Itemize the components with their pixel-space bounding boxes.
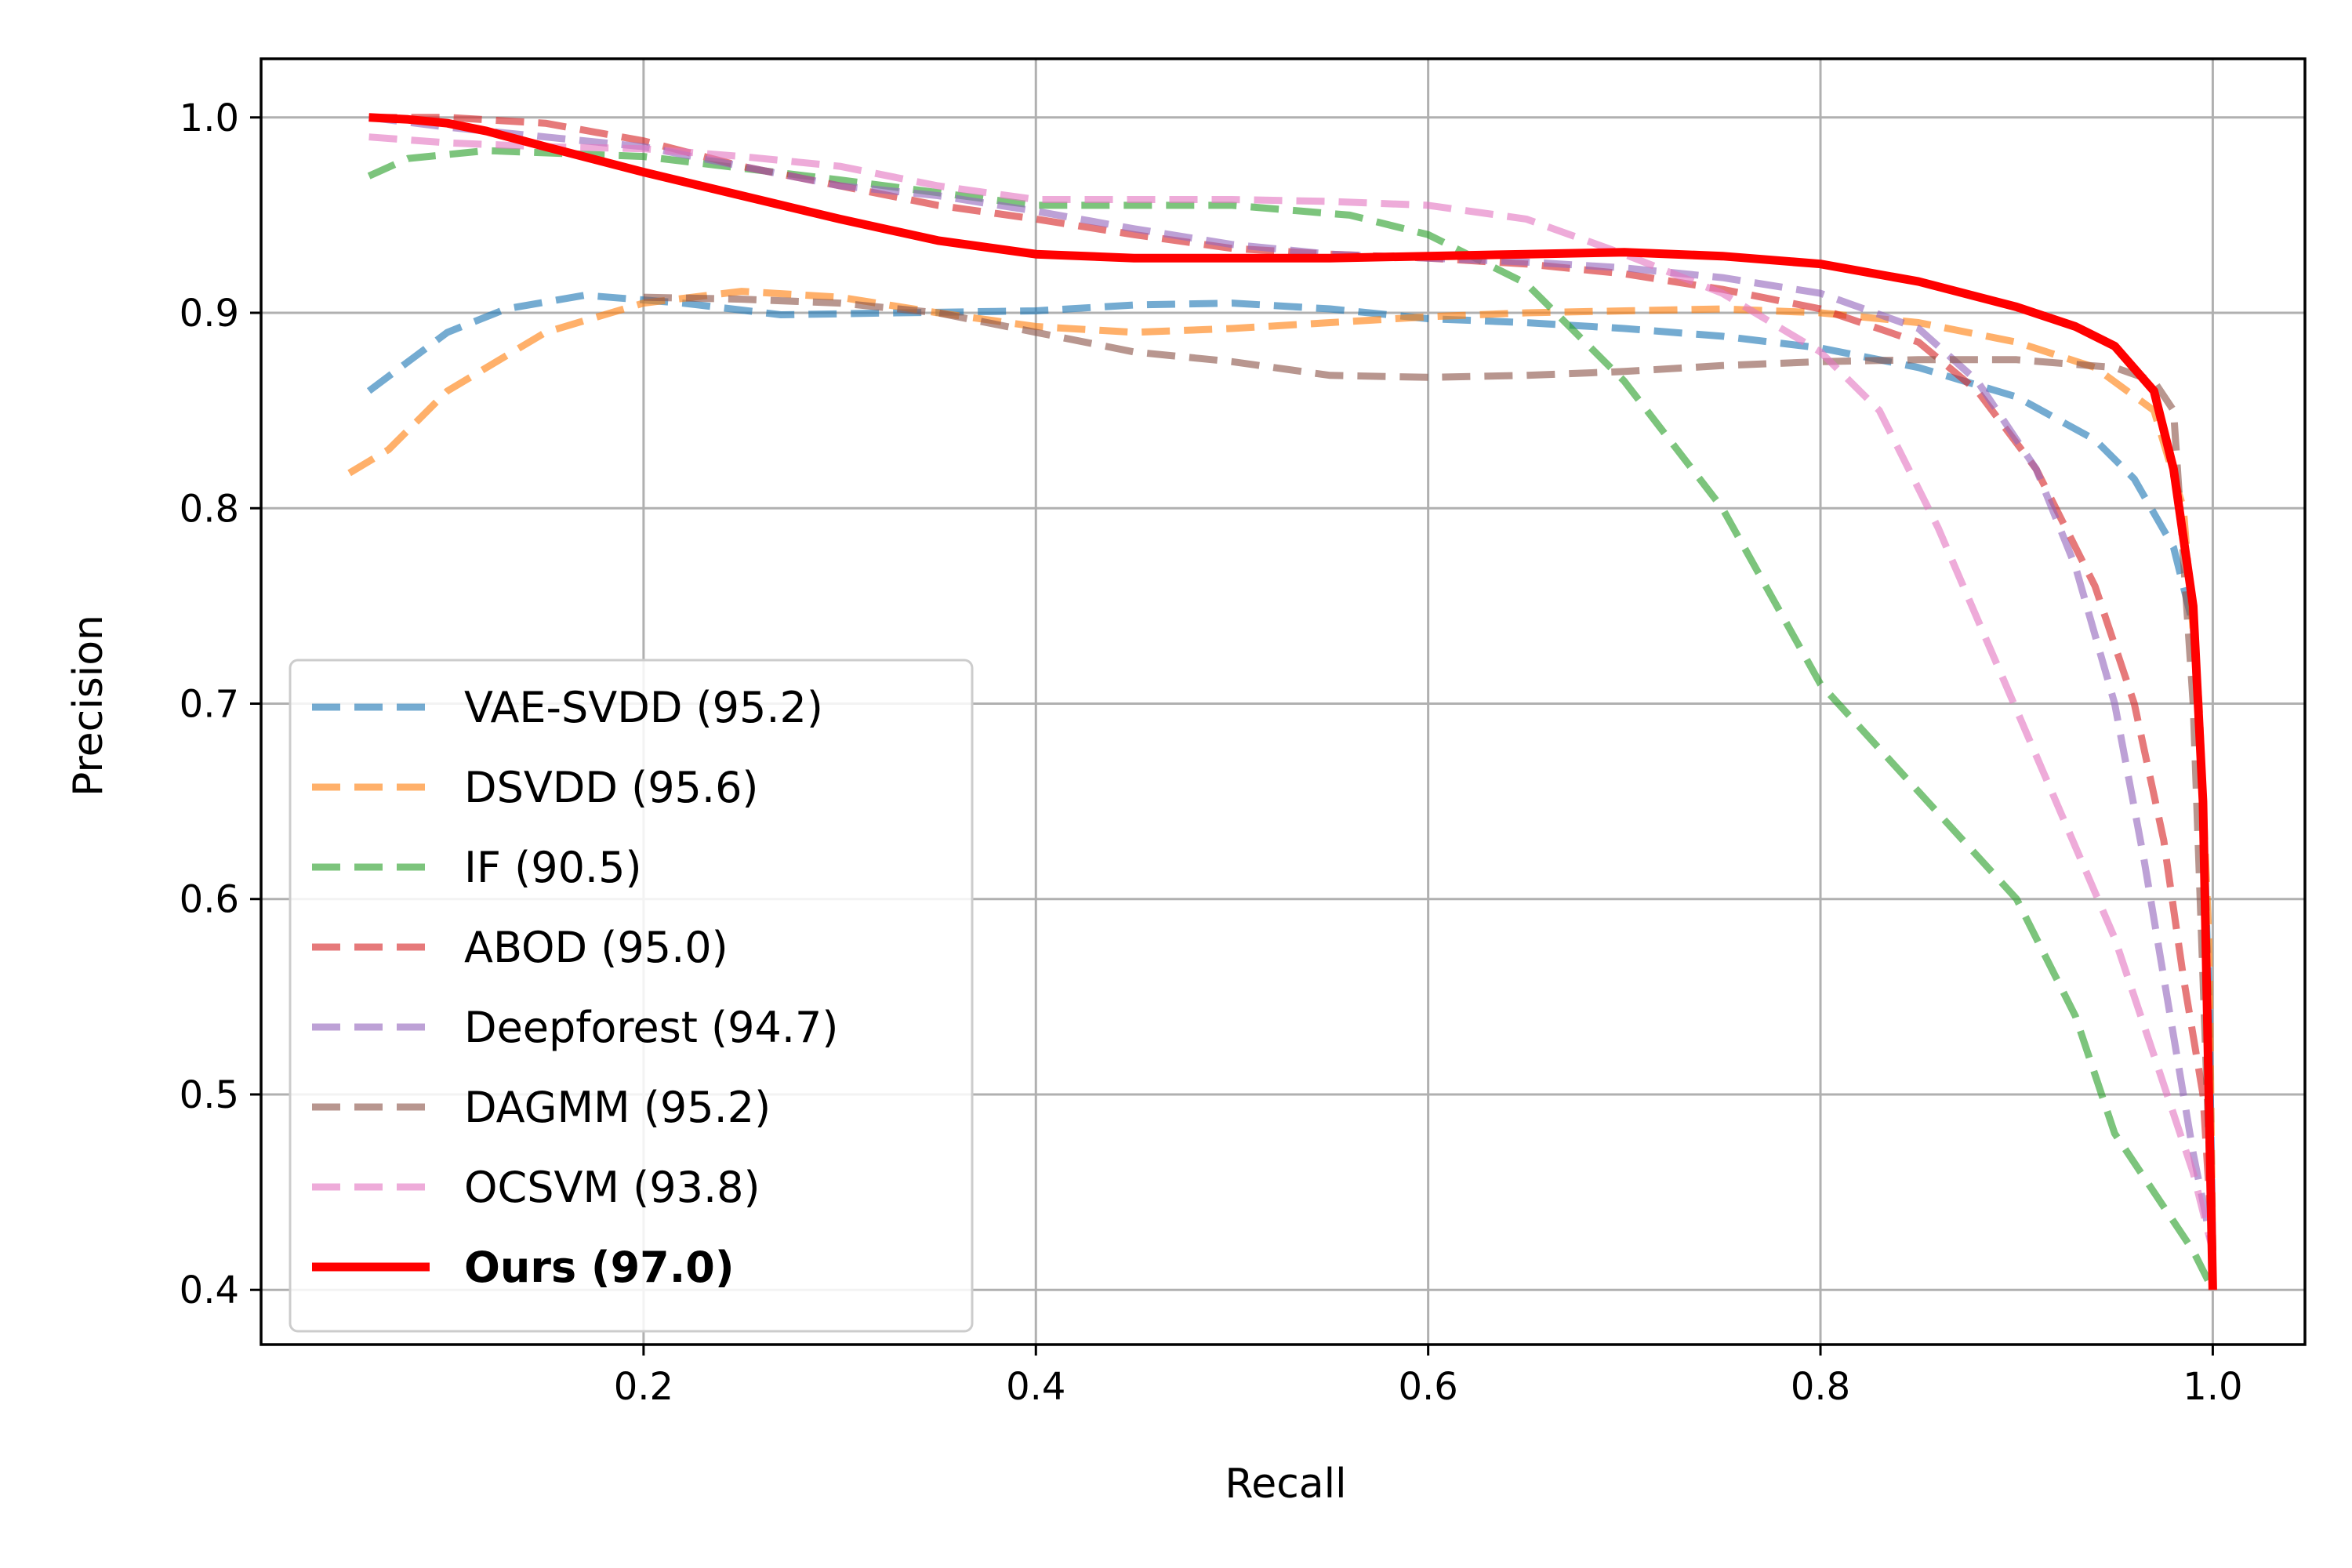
legend-label-4: Deepforest (94.7): [464, 1003, 838, 1052]
series-line-2: [367, 147, 2216, 1292]
y-tick-label: 0.5: [180, 1073, 239, 1117]
series-line-5: [643, 293, 2216, 1251]
series-group: [347, 113, 2217, 1292]
legend-label-1: DSVDD (95.6): [464, 763, 759, 812]
plot-area: [347, 113, 2217, 1292]
legend-label-3: ABOD (95.0): [464, 923, 728, 972]
x-tick-label: 0.4: [1006, 1365, 1065, 1409]
series-line-6: [368, 133, 2216, 1252]
legend-label-6: OCSVM (93.8): [464, 1163, 760, 1212]
axes: 0.2 0.4 0.6 0.8 1.0 0.4 0.5 0.6 0.7 0.8 0.9 1.0: [180, 57, 2307, 1409]
series-line-7: [368, 113, 2217, 1290]
y-tick-label: 0.9: [180, 292, 239, 336]
series-line-4: [368, 114, 2216, 1252]
x-tick-label: 1.0: [2183, 1365, 2242, 1409]
x-tick-label: 0.6: [1398, 1365, 1457, 1409]
x-axis-label: Recall: [1225, 1461, 1346, 1508]
y-tick-label: 1.0: [180, 96, 239, 140]
y-tick-label: 0.8: [180, 487, 239, 531]
legend-box: [289, 659, 974, 1333]
x-tick-label: 0.2: [614, 1365, 673, 1409]
y-tick-label: 0.6: [180, 878, 239, 922]
y-tick-label: 0.4: [180, 1269, 239, 1312]
legend: VAE-SVDD (95.2) DSVDD (95.6) IF (90.5) ABOD…: [289, 659, 974, 1333]
series-line-0: [366, 292, 2216, 1251]
y-axis-label: Precision: [65, 615, 112, 797]
series-line-1: [347, 288, 2216, 1251]
y-tick-label: 0.7: [180, 682, 239, 726]
x-tick-label: 0.8: [1791, 1365, 1850, 1409]
legend-label-2: IF (90.5): [464, 843, 642, 892]
legend-label-7: Ours (97.0): [464, 1243, 735, 1292]
legend-label-5: DAGMM (95.2): [464, 1083, 771, 1132]
axes-frame: [260, 57, 2307, 1346]
legend-label-0: VAE-SVDD (95.2): [464, 683, 823, 732]
